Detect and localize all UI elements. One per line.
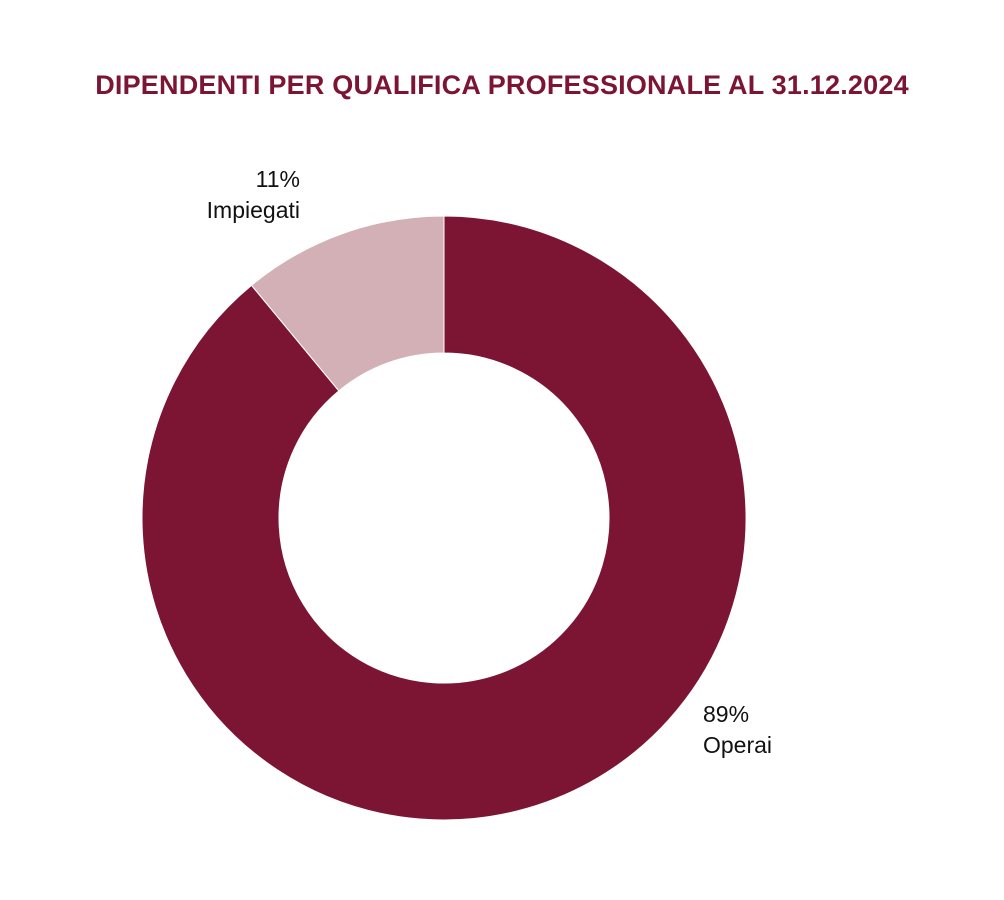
slice-label-operai: 89% Operai [703, 701, 772, 758]
chart-title: DIPENDENTI PER QUALIFICA PROFESSIONALE A… [95, 70, 909, 100]
labels-group: 89% Operai 11% Impiegati [207, 166, 772, 758]
slice-value-label: 89% [703, 701, 749, 727]
slice-category-label: Operai [703, 732, 772, 758]
slice-impiegati [250, 215, 445, 392]
slices-group [141, 215, 747, 821]
slice-label-impiegati: 11% Impiegati [207, 166, 300, 223]
slice-category-label: Impiegati [207, 197, 300, 223]
slice-operai [141, 215, 747, 821]
slice-value-label: 11% [256, 166, 300, 192]
